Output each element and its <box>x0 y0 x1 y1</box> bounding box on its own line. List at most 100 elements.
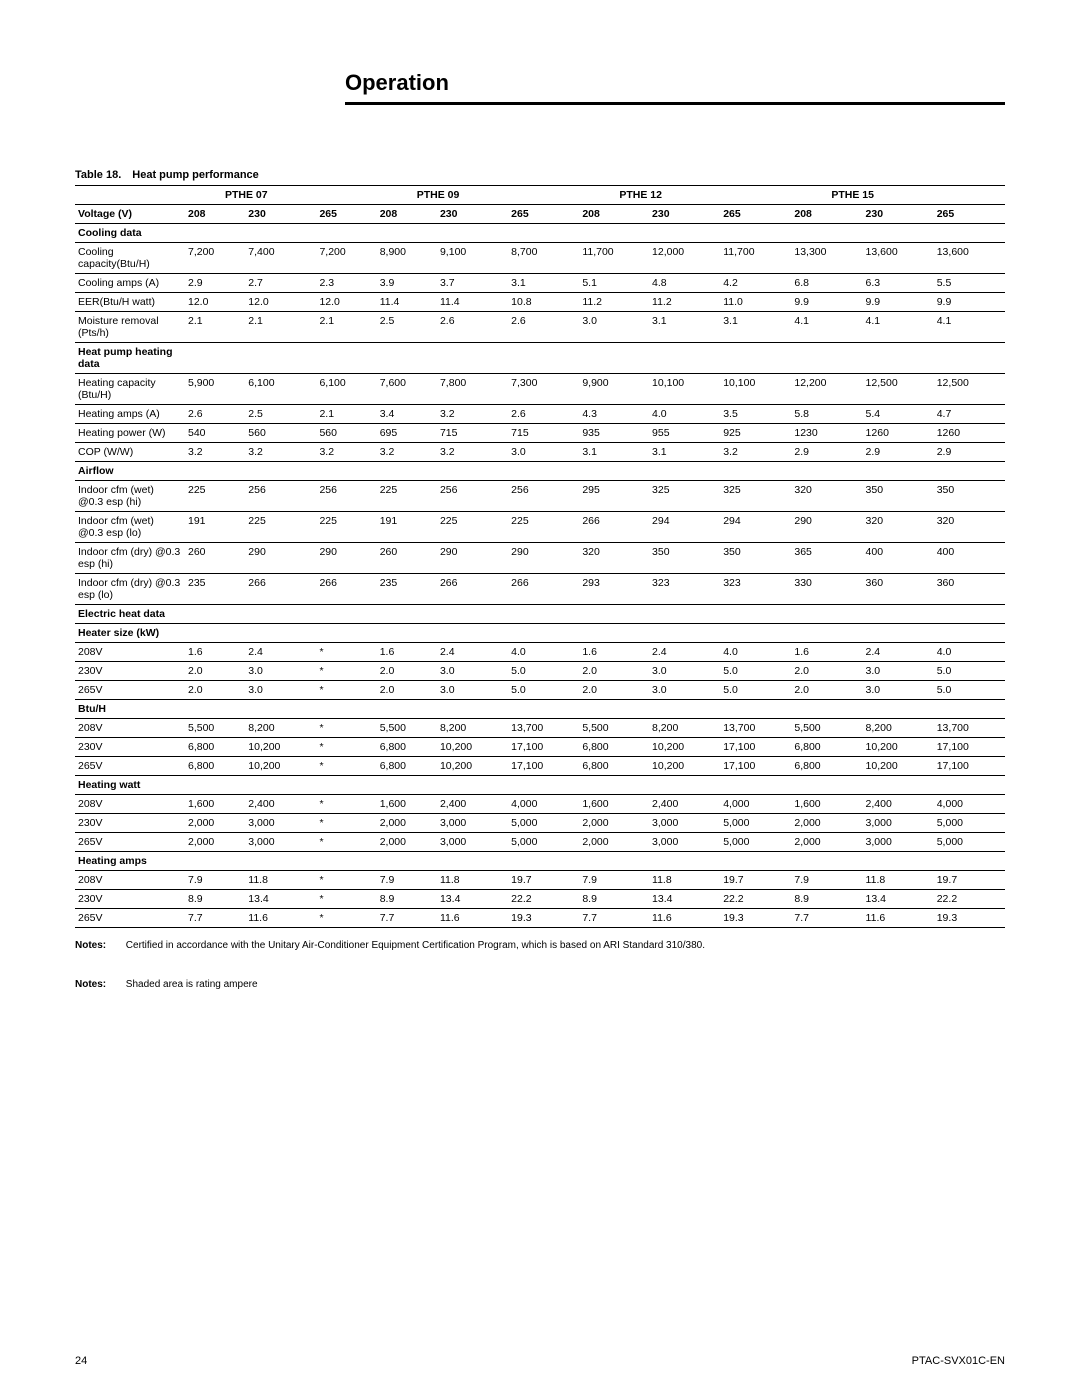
table-cell: 13,600 <box>934 243 1005 274</box>
table-cell: 4.0 <box>508 643 579 662</box>
data-row: Heating power (W)54056056069571571593595… <box>75 424 1005 443</box>
table-cell: 2,400 <box>437 795 508 814</box>
table-cell: 11,700 <box>579 243 649 274</box>
table-cell: 208 <box>791 205 862 224</box>
table-cell: * <box>316 909 376 928</box>
table-cell: 11.8 <box>863 871 934 890</box>
table-cell <box>316 776 376 795</box>
table-cell: 2.1 <box>245 312 316 343</box>
table-cell: 2.1 <box>185 312 245 343</box>
table-cell: 2.6 <box>437 312 508 343</box>
table-cell <box>934 462 1005 481</box>
table-cell: 11.6 <box>245 909 316 928</box>
table-cell: 230V <box>75 890 185 909</box>
table-cell <box>316 605 376 624</box>
table-cell: 5,500 <box>579 719 649 738</box>
table-cell: 1,600 <box>185 795 245 814</box>
document-code: PTAC-SVX01C-EN <box>912 1355 1005 1367</box>
table-cell: 8.9 <box>377 890 437 909</box>
table-cell: 5,900 <box>185 374 245 405</box>
table-cell: 2,000 <box>377 814 437 833</box>
table-cell: 225 <box>377 481 437 512</box>
table-cell: 3.4 <box>377 405 437 424</box>
table-cell <box>377 776 437 795</box>
table-cell: 290 <box>245 543 316 574</box>
table-cell: 4.1 <box>791 312 862 343</box>
table-cell <box>437 852 508 871</box>
table-cell: 8.9 <box>579 890 649 909</box>
table-cell: 2,000 <box>579 833 649 852</box>
table-cell: * <box>316 871 376 890</box>
table-cell: 10,100 <box>720 374 791 405</box>
table-cell: 11.4 <box>377 293 437 312</box>
table-cell: * <box>316 757 376 776</box>
table-cell <box>934 605 1005 624</box>
table-cell: 265V <box>75 833 185 852</box>
table-cell: 8,700 <box>508 243 579 274</box>
table-cell: 191 <box>377 512 437 543</box>
table-cell: 5,000 <box>720 814 791 833</box>
table-cell: Indoor cfm (wet) @0.3 esp (hi) <box>75 481 185 512</box>
table-cell: 208V <box>75 643 185 662</box>
table-cell <box>508 700 579 719</box>
data-row: 265V7.711.6*7.711.619.37.711.619.37.711.… <box>75 909 1005 928</box>
table-cell <box>508 605 579 624</box>
table-cell: 17,100 <box>720 738 791 757</box>
table-cell: 191 <box>185 512 245 543</box>
table-cell: 256 <box>245 481 316 512</box>
table-cell <box>791 462 862 481</box>
table-cell: 235 <box>377 574 437 605</box>
table-cell <box>75 186 185 205</box>
table-cell: 265 <box>934 205 1005 224</box>
table-cell: 265 <box>316 205 376 224</box>
table-cell: 22.2 <box>720 890 791 909</box>
data-row: 208V7.911.8*7.911.819.77.911.819.77.911.… <box>75 871 1005 890</box>
table-cell: 230 <box>649 205 720 224</box>
table-cell: 2.4 <box>245 643 316 662</box>
table-cell: 13,700 <box>508 719 579 738</box>
table-cell <box>377 605 437 624</box>
table-cell: 9.9 <box>863 293 934 312</box>
table-cell: 3,000 <box>437 814 508 833</box>
data-row: Indoor cfm (wet) @0.3 esp (hi)2252562562… <box>75 481 1005 512</box>
table-cell: 230 <box>863 205 934 224</box>
table-cell: Heating power (W) <box>75 424 185 443</box>
table-cell: 320 <box>579 543 649 574</box>
table-cell <box>791 776 862 795</box>
table-cell: 6,800 <box>791 757 862 776</box>
table-cell <box>437 224 508 243</box>
table-cell: 3.0 <box>245 681 316 700</box>
table-cell: 266 <box>245 574 316 605</box>
table-cell: 3,000 <box>437 833 508 852</box>
table-cell <box>316 700 376 719</box>
table-cell <box>508 224 579 243</box>
table-cell: 294 <box>649 512 720 543</box>
table-cell: 2.0 <box>579 662 649 681</box>
table-cell: 2.0 <box>579 681 649 700</box>
table-cell: 2,000 <box>579 814 649 833</box>
table-cell <box>934 776 1005 795</box>
table-cell: 5.0 <box>720 681 791 700</box>
table-cell <box>437 462 508 481</box>
table-cell <box>185 224 245 243</box>
table-cell: 10.8 <box>508 293 579 312</box>
table-cell: * <box>316 795 376 814</box>
table-cell: 7.7 <box>185 909 245 928</box>
table-cell: 17,100 <box>934 757 1005 776</box>
table-cell: * <box>316 738 376 757</box>
table-cell: Moisture removal (Pts/h) <box>75 312 185 343</box>
table-cell: 7.9 <box>377 871 437 890</box>
table-cell: 3,000 <box>863 833 934 852</box>
model-header: PTHE 07 <box>185 186 377 205</box>
table-cell: 2.0 <box>791 681 862 700</box>
table-cell: 11.6 <box>863 909 934 928</box>
data-row: Cooling amps (A)2.92.72.33.93.73.15.14.8… <box>75 274 1005 293</box>
table-cell: 360 <box>934 574 1005 605</box>
table-cell <box>863 700 934 719</box>
table-cell <box>791 605 862 624</box>
table-cell: 3,000 <box>649 814 720 833</box>
table-cell: 325 <box>720 481 791 512</box>
table-cell <box>863 343 934 374</box>
table-cell: 1,600 <box>377 795 437 814</box>
table-cell <box>185 700 245 719</box>
